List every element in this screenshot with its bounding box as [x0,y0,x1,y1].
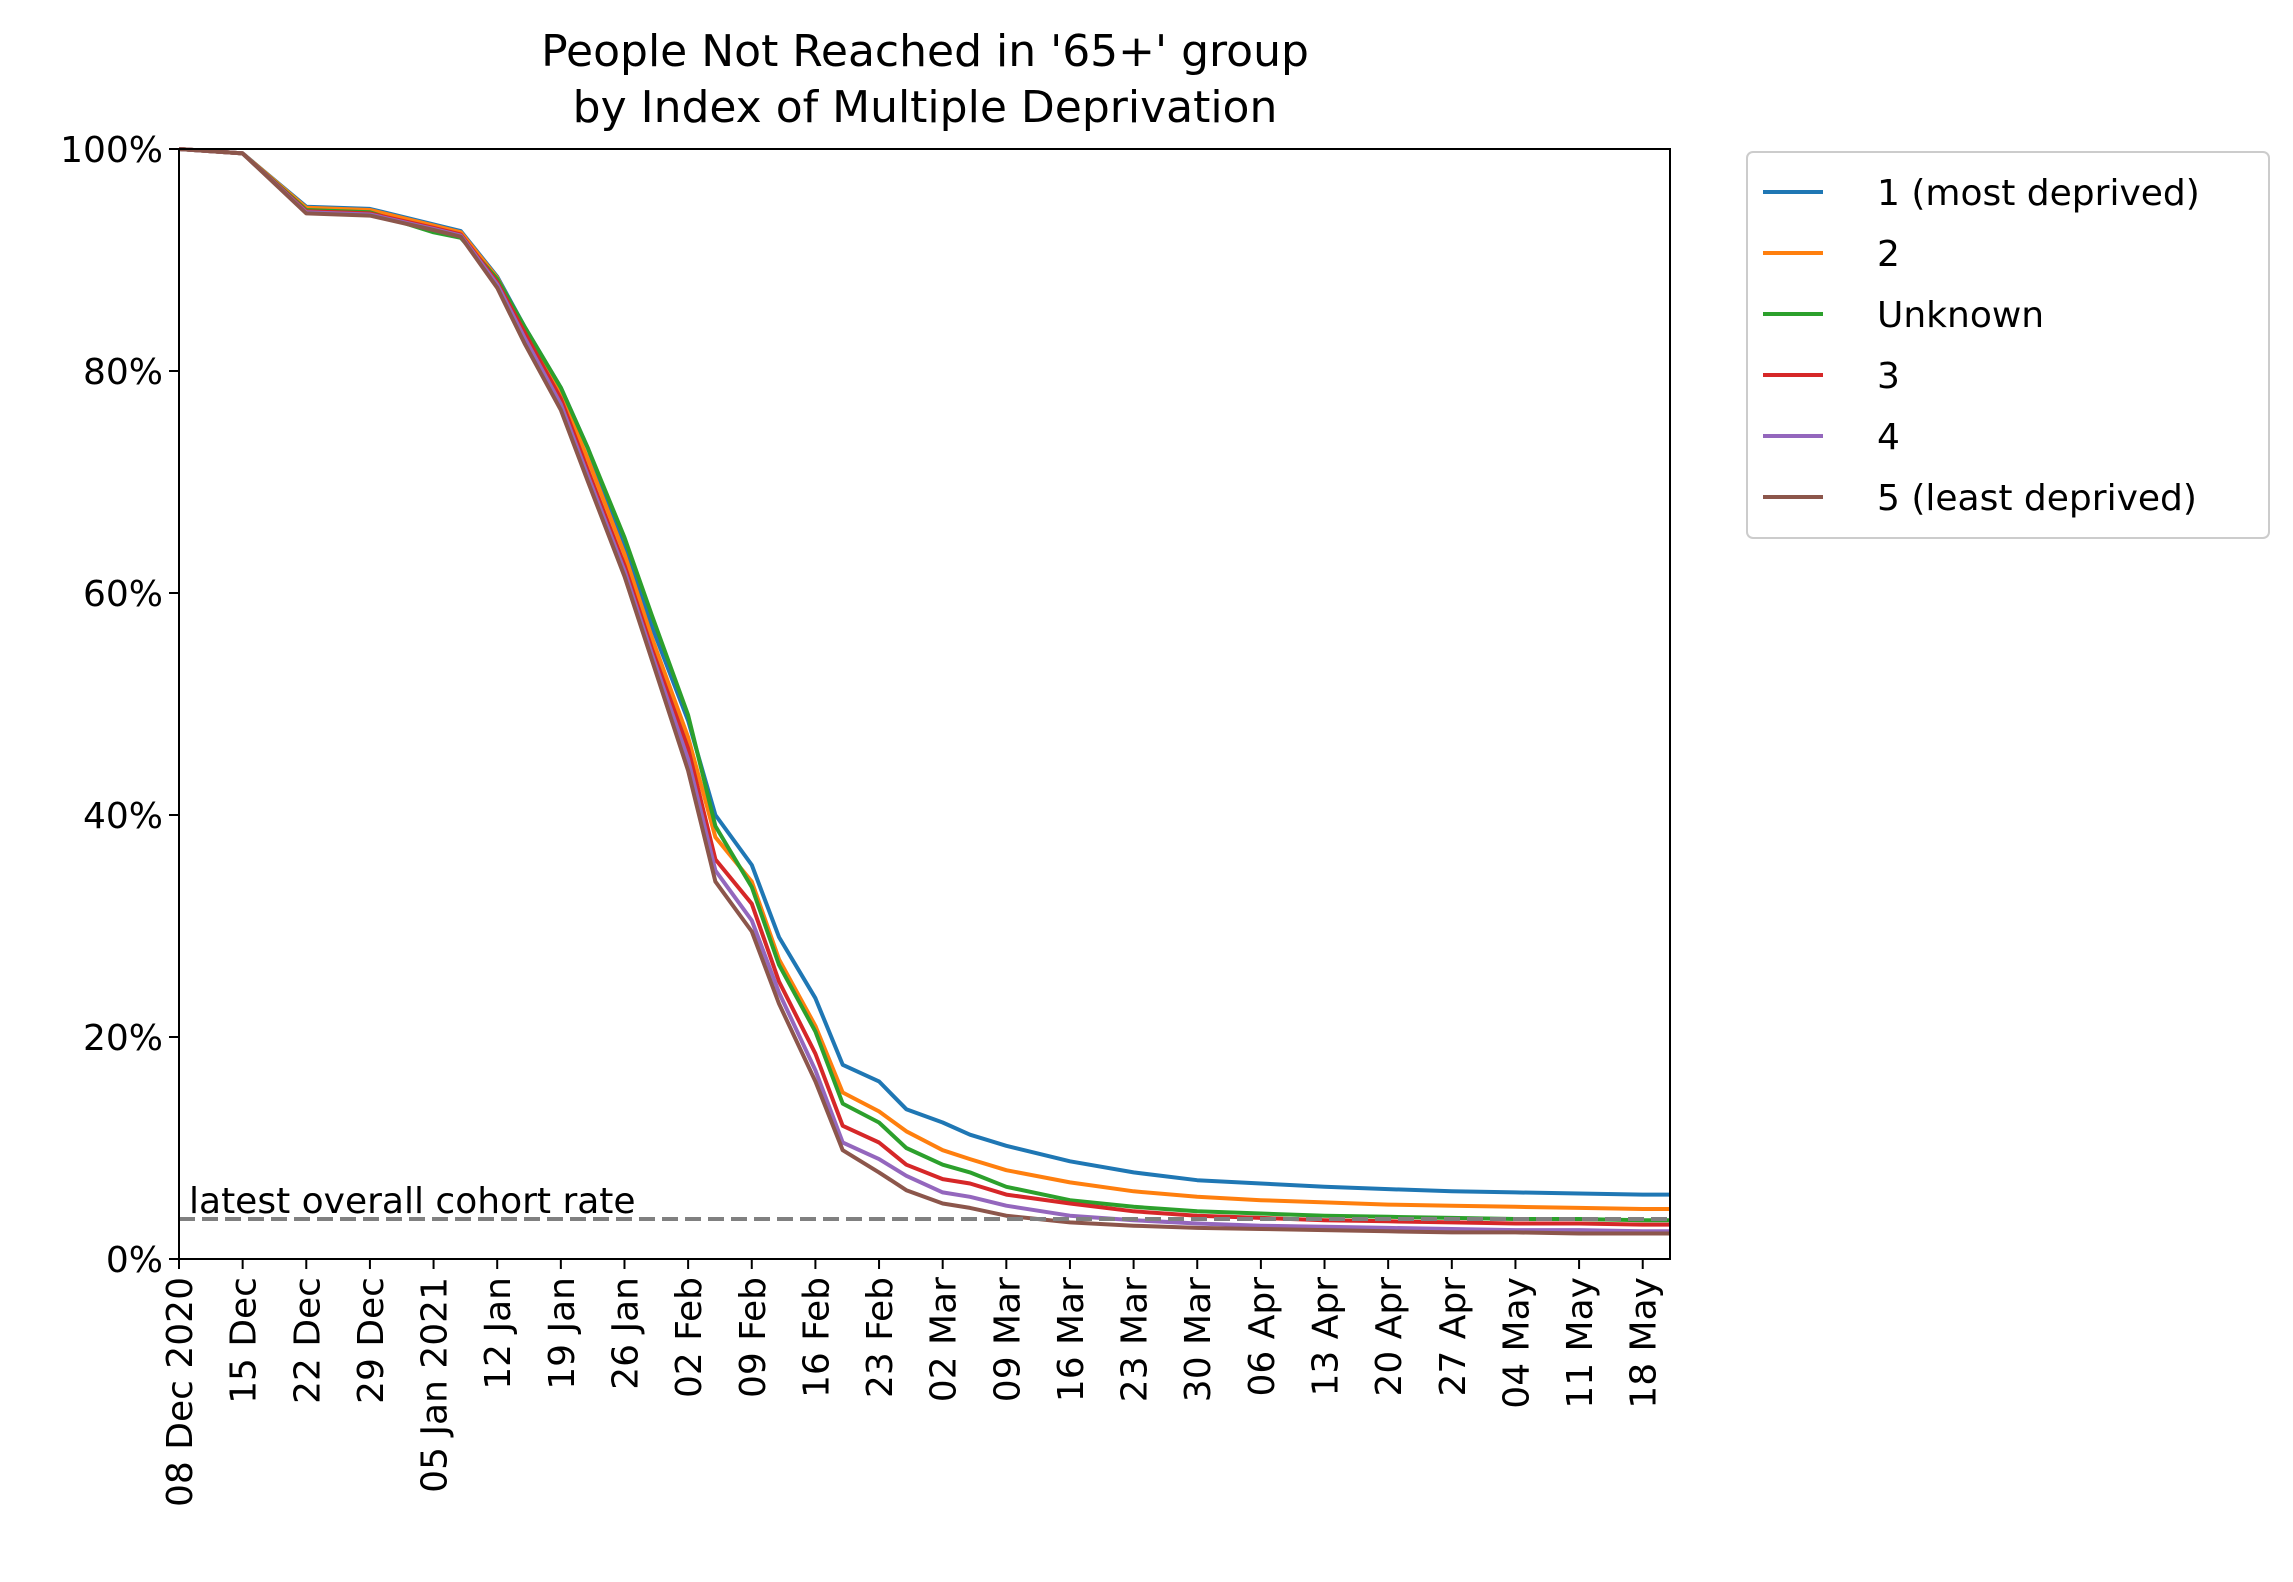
y-axis: 0% 20% 40% 60% 80% 100% [60,130,179,1281]
x-tick-label: 18 May [1624,1277,1665,1409]
x-tick-label: 04 May [1496,1277,1537,1409]
y-tick-label: 100% [60,130,163,171]
x-tick-label: 22 Dec [287,1277,328,1404]
x-tick-label: 20 Apr [1369,1277,1410,1397]
x-axis: 08 Dec 2020 15 Dec 22 Dec 29 Dec 05 Jan 2021… [160,1259,1665,1507]
x-tick-label: 23 Mar [1115,1277,1156,1402]
x-tick-label: 16 Mar [1051,1277,1092,1402]
x-tick-label: 12 Jan [478,1277,519,1390]
plot-frame [178,148,1671,1260]
x-tick-label: 05 Jan 2021 [415,1277,456,1493]
y-tick-label: 40% [83,796,163,837]
series-line-4 [178,147,1670,1234]
x-tick-label: 08 Dec 2020 [160,1277,201,1507]
x-tick-label: 13 Apr [1306,1277,1347,1397]
x-tick-label: 26 Jan [605,1277,646,1390]
chart-title-line-2: by Index of Multiple Deprivation [573,82,1278,133]
chart-title-line-1: People Not Reached in '65+' group [541,26,1309,77]
series-line-1 [178,147,1670,1211]
legend-label: 1 (most deprived) [1877,173,2200,214]
series-line-2 [178,147,1670,1223]
reference-line-group: latest overall cohort rate [179,1181,1670,1222]
x-tick-label: 29 Dec [351,1277,392,1404]
x-tick-label: 27 Apr [1433,1277,1474,1397]
y-tick-label: 0% [106,1240,163,1281]
legend-label: 3 [1877,356,1900,397]
series-line-5 [178,147,1670,1236]
legend-frame [1746,151,2270,539]
legend-label: 5 (least deprived) [1877,478,2197,519]
reference-line-label: latest overall cohort rate [189,1181,636,1222]
legend: 1 (most deprived) 2 Unknown 3 4 5 (least depr… [1746,151,2270,539]
y-tick-label: 60% [83,574,163,615]
series-line-0 [178,147,1670,1197]
x-tick-label: 02 Feb [669,1277,710,1398]
y-tick-label: 80% [83,352,163,393]
x-tick-label: 30 Mar [1178,1277,1219,1402]
x-tick-label: 02 Mar [924,1277,965,1402]
legend-label: Unknown [1877,295,2044,336]
x-tick-label: 16 Feb [796,1277,837,1398]
x-tick-label: 15 Dec [224,1277,265,1404]
legend-label: 2 [1877,234,1900,275]
x-tick-label: 09 Feb [733,1277,774,1398]
series-line-3 [178,147,1670,1227]
series-lines [178,147,1670,1236]
x-tick-label: 23 Feb [860,1277,901,1398]
x-tick-label: 19 Jan [542,1277,583,1390]
x-tick-label: 06 Apr [1242,1277,1283,1397]
x-tick-label: 09 Mar [987,1277,1028,1402]
x-tick-label: 11 May [1560,1277,1601,1409]
legend-label: 4 [1877,417,1900,458]
y-tick-label: 20% [83,1018,163,1059]
